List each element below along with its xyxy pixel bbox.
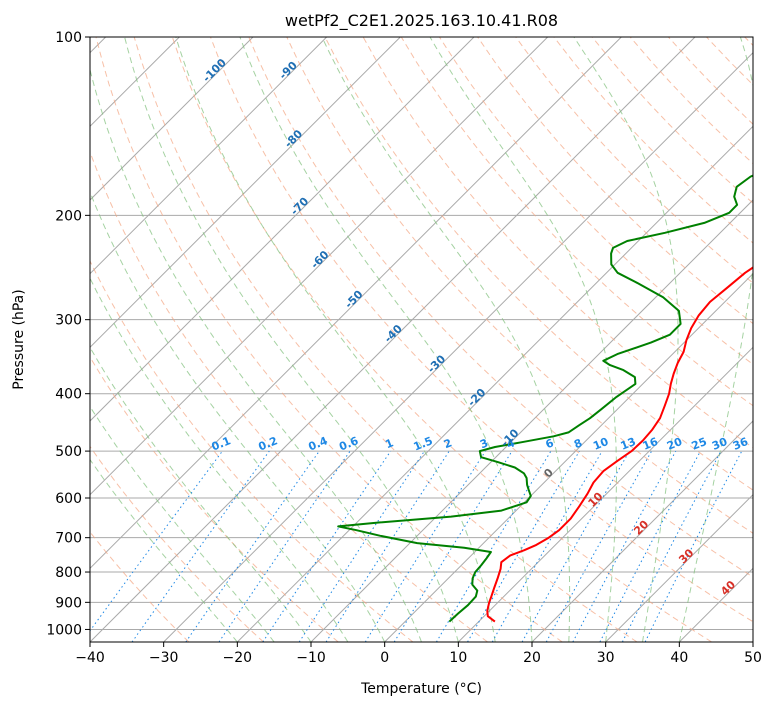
mixing-ratio-label: 13	[619, 435, 638, 453]
mixing-ratio-line	[572, 450, 677, 642]
mixing-ratio-line	[298, 450, 425, 642]
moist-adiabat-line	[90, 67, 422, 642]
x-tick-label: −10	[296, 650, 326, 666]
x-tick-label: 10	[449, 650, 467, 666]
mixing-ratio-label: 3	[478, 436, 490, 451]
isotherm-line	[752, 641, 753, 642]
x-tick-label: −30	[149, 650, 179, 666]
moist-adiabat-line	[90, 190, 386, 642]
mixing-ratio-line	[325, 450, 450, 642]
dry-adiabat-line	[90, 259, 414, 642]
moist-adiabat-line	[175, 37, 496, 642]
mixing-ratio-line	[467, 450, 580, 642]
y-axis-label: Pressure (hPa)	[11, 289, 27, 389]
dry-adiabat-line	[171, 37, 712, 642]
mixing-ratio-label: 36	[731, 435, 750, 453]
mixing-ratio-line	[393, 450, 513, 642]
mixing-ratio-label: 20	[665, 435, 684, 453]
y-tick-label: 400	[55, 387, 82, 403]
mixing-ratio-line	[218, 450, 351, 642]
moist-adiabat-line	[239, 37, 533, 642]
dewpoint-profile	[337, 174, 753, 623]
x-axis-label: Temperature (°C)	[360, 681, 482, 697]
dry-adiabat-line	[133, 37, 638, 642]
moist-adiabat-line	[321, 37, 571, 642]
mixing-ratio-label: 10	[591, 435, 610, 453]
mixing-ratio-label: 8	[572, 436, 584, 451]
x-tick-label: 20	[523, 650, 541, 666]
dry-adiabat-line	[95, 37, 563, 642]
isotherm-line	[90, 37, 475, 422]
isotherm-line	[90, 37, 328, 275]
dry-adiabat-line	[210, 37, 753, 623]
isotherm-line	[90, 37, 622, 570]
background-lines	[90, 37, 753, 642]
x-tick-label: −40	[75, 650, 105, 666]
y-tick-label: 100	[55, 30, 82, 46]
plot-frame	[89, 36, 754, 643]
profile-series	[337, 174, 753, 623]
isotherm-line	[90, 37, 401, 349]
y-tick-label: 1000	[46, 622, 82, 638]
moist-adiabat-line	[678, 37, 753, 642]
mixing-ratio-label: 2	[442, 436, 454, 451]
isotherm-line	[90, 37, 549, 496]
isotherm-line	[236, 125, 753, 642]
isotherm-line	[90, 37, 254, 201]
temperature-profile	[486, 266, 753, 623]
isotherm-line	[531, 420, 753, 642]
x-tick-label: 50	[744, 650, 762, 666]
mixing-ratio-label: 25	[690, 435, 709, 453]
dry-adiabat-line	[515, 37, 753, 284]
moist-adiabat-line	[90, 458, 238, 642]
y-tick-label: 600	[55, 491, 82, 507]
x-axis: −40 −30 −20 −10 0 10 20 30 40 50	[75, 642, 762, 666]
moist-adiabat-line	[124, 37, 459, 642]
mixing-ratio-label: 30	[710, 435, 729, 453]
mixing-ratio-label: 1	[383, 436, 395, 451]
moist-adiabat-line	[90, 277, 349, 642]
plot-background	[90, 37, 753, 642]
y-tick-label: 700	[55, 531, 82, 547]
y-tick-label: 200	[55, 208, 82, 224]
dry-adiabat-line	[90, 445, 264, 642]
isotherm-line	[605, 493, 753, 642]
mixing-ratio-line	[185, 450, 320, 642]
y-tick-label: 300	[55, 313, 82, 329]
mixing-ratio-line	[262, 450, 392, 642]
x-tick-label: 0	[380, 650, 389, 666]
chart-title: wetPf2_C2E1.2025.163.10.41.R08	[285, 11, 558, 31]
x-tick-label: 40	[670, 650, 688, 666]
x-tick-label: 30	[597, 650, 615, 666]
mixing-ratio-line	[599, 450, 701, 642]
mixing-ratio-label: 16	[641, 435, 660, 453]
dry-adiabat-line	[286, 37, 753, 534]
x-tick-label: −20	[223, 650, 253, 666]
moist-adiabat-line	[90, 346, 312, 642]
y-tick-label: 500	[55, 444, 82, 460]
moist-adiabat-line	[90, 405, 275, 642]
y-tick-label: 800	[55, 565, 82, 581]
moist-adiabat-line	[573, 37, 679, 642]
dry-adiabat-line	[324, 37, 753, 491]
y-axis: 100 200 300 400 500 600 700 800 900 1000	[46, 30, 90, 638]
mixing-ratio-line	[364, 450, 486, 642]
moist-adiabat-line	[429, 37, 617, 642]
y-tick-label: 900	[55, 595, 82, 611]
isotherm-line	[457, 346, 753, 642]
dry-adiabat-line	[248, 37, 753, 578]
isotherm-line	[163, 51, 753, 642]
